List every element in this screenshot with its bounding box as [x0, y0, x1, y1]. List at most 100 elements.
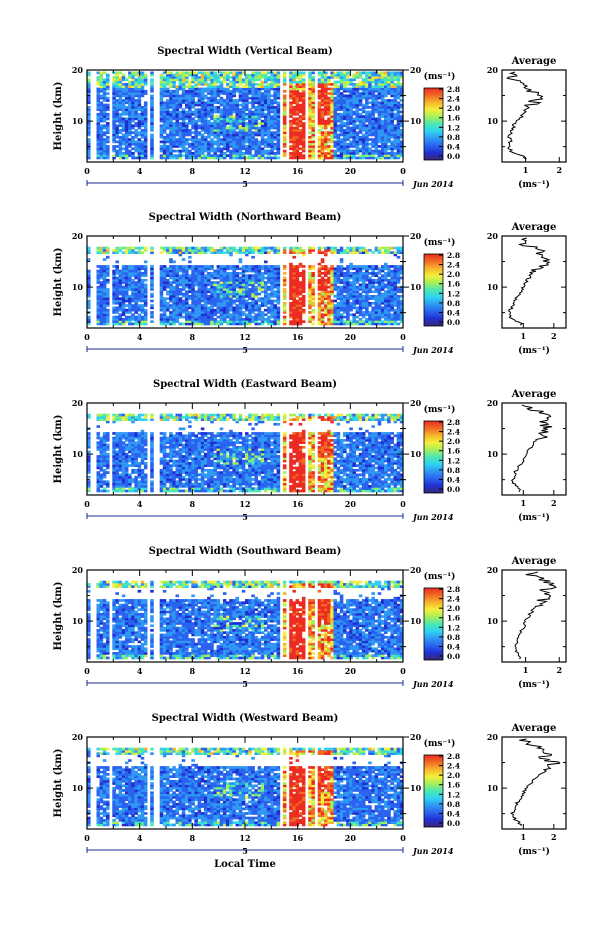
heatmap-cell: [254, 122, 259, 125]
heatmap-cell: [346, 156, 350, 160]
heatmap-cell: [140, 304, 145, 307]
heatmap-cell: [232, 290, 236, 294]
heatmap-cell: [276, 92, 281, 95]
heatmap-cell: [185, 285, 189, 289]
heatmap-cell: [241, 306, 246, 310]
heatmap-cell: [121, 101, 126, 105]
heatmap-cell: [213, 83, 217, 86]
heatmap-cell: [270, 87, 274, 91]
heatmap-cell: [115, 288, 119, 291]
heatmap-cell: [330, 133, 334, 137]
heatmap-cell: [346, 106, 350, 109]
heatmap-cell: [387, 85, 391, 88]
heatmap-cell: [238, 251, 243, 254]
heatmap-cell: [175, 281, 180, 284]
heatmap-cell: [213, 129, 217, 132]
heatmap-cell: [238, 322, 243, 326]
heatmap-cell: [137, 112, 142, 116]
heatmap-cell: [216, 85, 221, 88]
heatmap-cell: [343, 140, 347, 144]
heatmap-cell: [301, 149, 306, 153]
heatmap-cell: [301, 85, 306, 88]
heatmap-cell: [166, 147, 170, 151]
heatmap-cell: [324, 292, 328, 296]
heatmap-cell: [96, 99, 101, 102]
heatmap-cell: [134, 101, 138, 105]
heatmap-cell: [169, 124, 173, 128]
heatmap-cell: [185, 103, 189, 107]
heatmap-cell: [210, 108, 214, 111]
heatmap-cell: [396, 108, 401, 111]
heatmap-cell: [96, 251, 101, 254]
heatmap-cell: [380, 119, 385, 123]
heatmap-cell: [222, 288, 227, 291]
heatmap-cell: [169, 274, 173, 277]
heatmap-cell: [150, 115, 154, 118]
heatmap-cell: [124, 124, 129, 128]
heatmap-cell: [207, 92, 211, 95]
y-tick-label-right: 10: [410, 116, 422, 126]
heatmap-cell: [339, 73, 344, 77]
heatmap-cell: [238, 78, 243, 82]
heatmap-cell: [393, 142, 398, 146]
heatmap-cell: [241, 301, 246, 305]
heatmap-cell: [270, 108, 274, 111]
heatmap-cell: [273, 115, 277, 118]
heatmap-cell: [172, 94, 176, 98]
heatmap-cell: [248, 78, 252, 82]
heatmap-cell: [355, 85, 360, 88]
heatmap-cell: [96, 83, 101, 86]
heatmap-cell: [140, 78, 145, 82]
heatmap-cell: [159, 154, 164, 157]
heatmap-cell: [106, 251, 110, 254]
heatmap-cell: [106, 106, 110, 109]
heatmap-cell: [396, 92, 401, 95]
heatmap-cell: [222, 274, 227, 277]
heatmap-cell: [175, 110, 180, 114]
heatmap-cell: [150, 101, 154, 105]
heatmap-cell: [352, 99, 356, 102]
heatmap-cell: [267, 145, 271, 148]
heatmap-cell: [162, 320, 167, 323]
heatmap-cell: [245, 73, 249, 77]
heatmap-cell: [210, 304, 214, 307]
heatmap-cell: [324, 281, 328, 284]
heatmap-cell: [226, 147, 230, 151]
heatmap-cell: [203, 147, 208, 151]
heatmap-cell: [188, 142, 192, 146]
heatmap-cell: [181, 94, 186, 98]
heatmap-cell: [102, 313, 107, 317]
heatmap-cell: [194, 119, 198, 123]
heatmap-cell: [137, 83, 142, 86]
heatmap-cell: [203, 322, 208, 326]
heatmap-cell: [248, 269, 252, 273]
heatmap-cell: [140, 267, 145, 271]
heatmap-cell: [226, 320, 230, 323]
heatmap-cell: [298, 156, 303, 160]
heatmap-cell: [106, 87, 110, 91]
heatmap-cell: [210, 297, 214, 300]
heatmap-cell: [169, 80, 173, 84]
heatmap-cell: [308, 135, 312, 139]
heatmap-cell: [102, 78, 107, 82]
heatmap-cell: [115, 94, 119, 98]
heatmap-cell: [317, 267, 322, 271]
heatmap-cell: [251, 112, 255, 116]
heatmap-cell: [380, 71, 385, 75]
heatmap-cell: [295, 138, 300, 141]
heatmap-cell: [150, 304, 154, 307]
heatmap-cell: [317, 281, 322, 284]
heatmap-cell: [106, 73, 110, 77]
heatmap-cell: [121, 320, 126, 323]
heatmap-cell: [181, 267, 186, 271]
heatmap-cell: [320, 285, 325, 289]
heatmap-cell: [128, 288, 132, 291]
heatmap-cell: [203, 281, 208, 284]
heatmap-cell: [336, 269, 341, 273]
heatmap-cell: [254, 299, 259, 303]
heatmap-cell: [365, 126, 369, 130]
heatmap-cell: [270, 322, 274, 326]
heatmap-cell: [140, 147, 145, 151]
heatmap-cell: [251, 92, 255, 95]
heatmap-cell: [301, 108, 306, 111]
